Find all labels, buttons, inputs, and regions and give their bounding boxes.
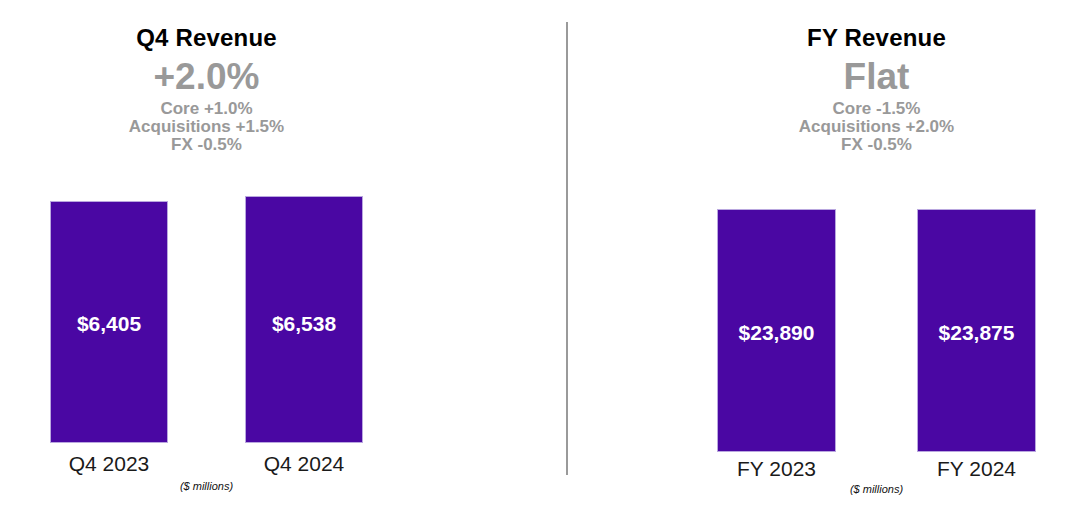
- chart-title: FY Revenue: [717, 24, 1036, 52]
- bars-group: $23,890 $23,875: [717, 209, 1036, 452]
- growth-highlight: +2.0%: [50, 58, 363, 96]
- slide-canvas: Q4 Revenue +2.0% Core +1.0% Acquisitions…: [0, 0, 1080, 524]
- breakdown-line-fx: FX -0.5%: [50, 136, 363, 154]
- breakdown-line-acquisitions: Acquisitions +2.0%: [717, 118, 1036, 136]
- units-footnote: ($ millions): [50, 480, 363, 493]
- bar-value-label: $23,890: [718, 321, 835, 345]
- axis-labels: FY 2023 FY 2024: [717, 457, 1036, 481]
- breakdown-line-core: Core +1.0%: [50, 100, 363, 118]
- bar: $6,538: [245, 196, 363, 443]
- bar-value-label: $6,405: [51, 312, 167, 336]
- breakdown-line-core: Core -1.5%: [717, 100, 1036, 118]
- growth-highlight: Flat: [717, 58, 1036, 96]
- growth-breakdown: Core -1.5% Acquisitions +2.0% FX -0.5%: [717, 100, 1036, 154]
- breakdown-line-fx: FX -0.5%: [717, 136, 1036, 154]
- q4-revenue-chart: Q4 Revenue +2.0% Core +1.0% Acquisitions…: [50, 24, 363, 154]
- axis-label: FY 2024: [917, 457, 1036, 481]
- axis-label: Q4 2024: [245, 452, 363, 476]
- axis-label: FY 2023: [717, 457, 836, 481]
- bar-value-label: $23,875: [918, 321, 1035, 345]
- fy-revenue-chart: FY Revenue Flat Core -1.5% Acquisitions …: [717, 24, 1036, 154]
- bar-value-label: $6,538: [246, 312, 362, 336]
- bar: $6,405: [50, 201, 168, 443]
- bar: $23,875: [917, 209, 1036, 452]
- bars-group: $6,405 $6,538: [50, 196, 363, 443]
- bar: $23,890: [717, 209, 836, 452]
- axis-label: Q4 2023: [50, 452, 168, 476]
- breakdown-line-acquisitions: Acquisitions +1.5%: [50, 118, 363, 136]
- divider-line: [566, 22, 568, 475]
- units-footnote: ($ millions): [717, 483, 1036, 496]
- chart-title: Q4 Revenue: [50, 24, 363, 52]
- axis-labels: Q4 2023 Q4 2024: [50, 452, 363, 476]
- growth-breakdown: Core +1.0% Acquisitions +1.5% FX -0.5%: [50, 100, 363, 154]
